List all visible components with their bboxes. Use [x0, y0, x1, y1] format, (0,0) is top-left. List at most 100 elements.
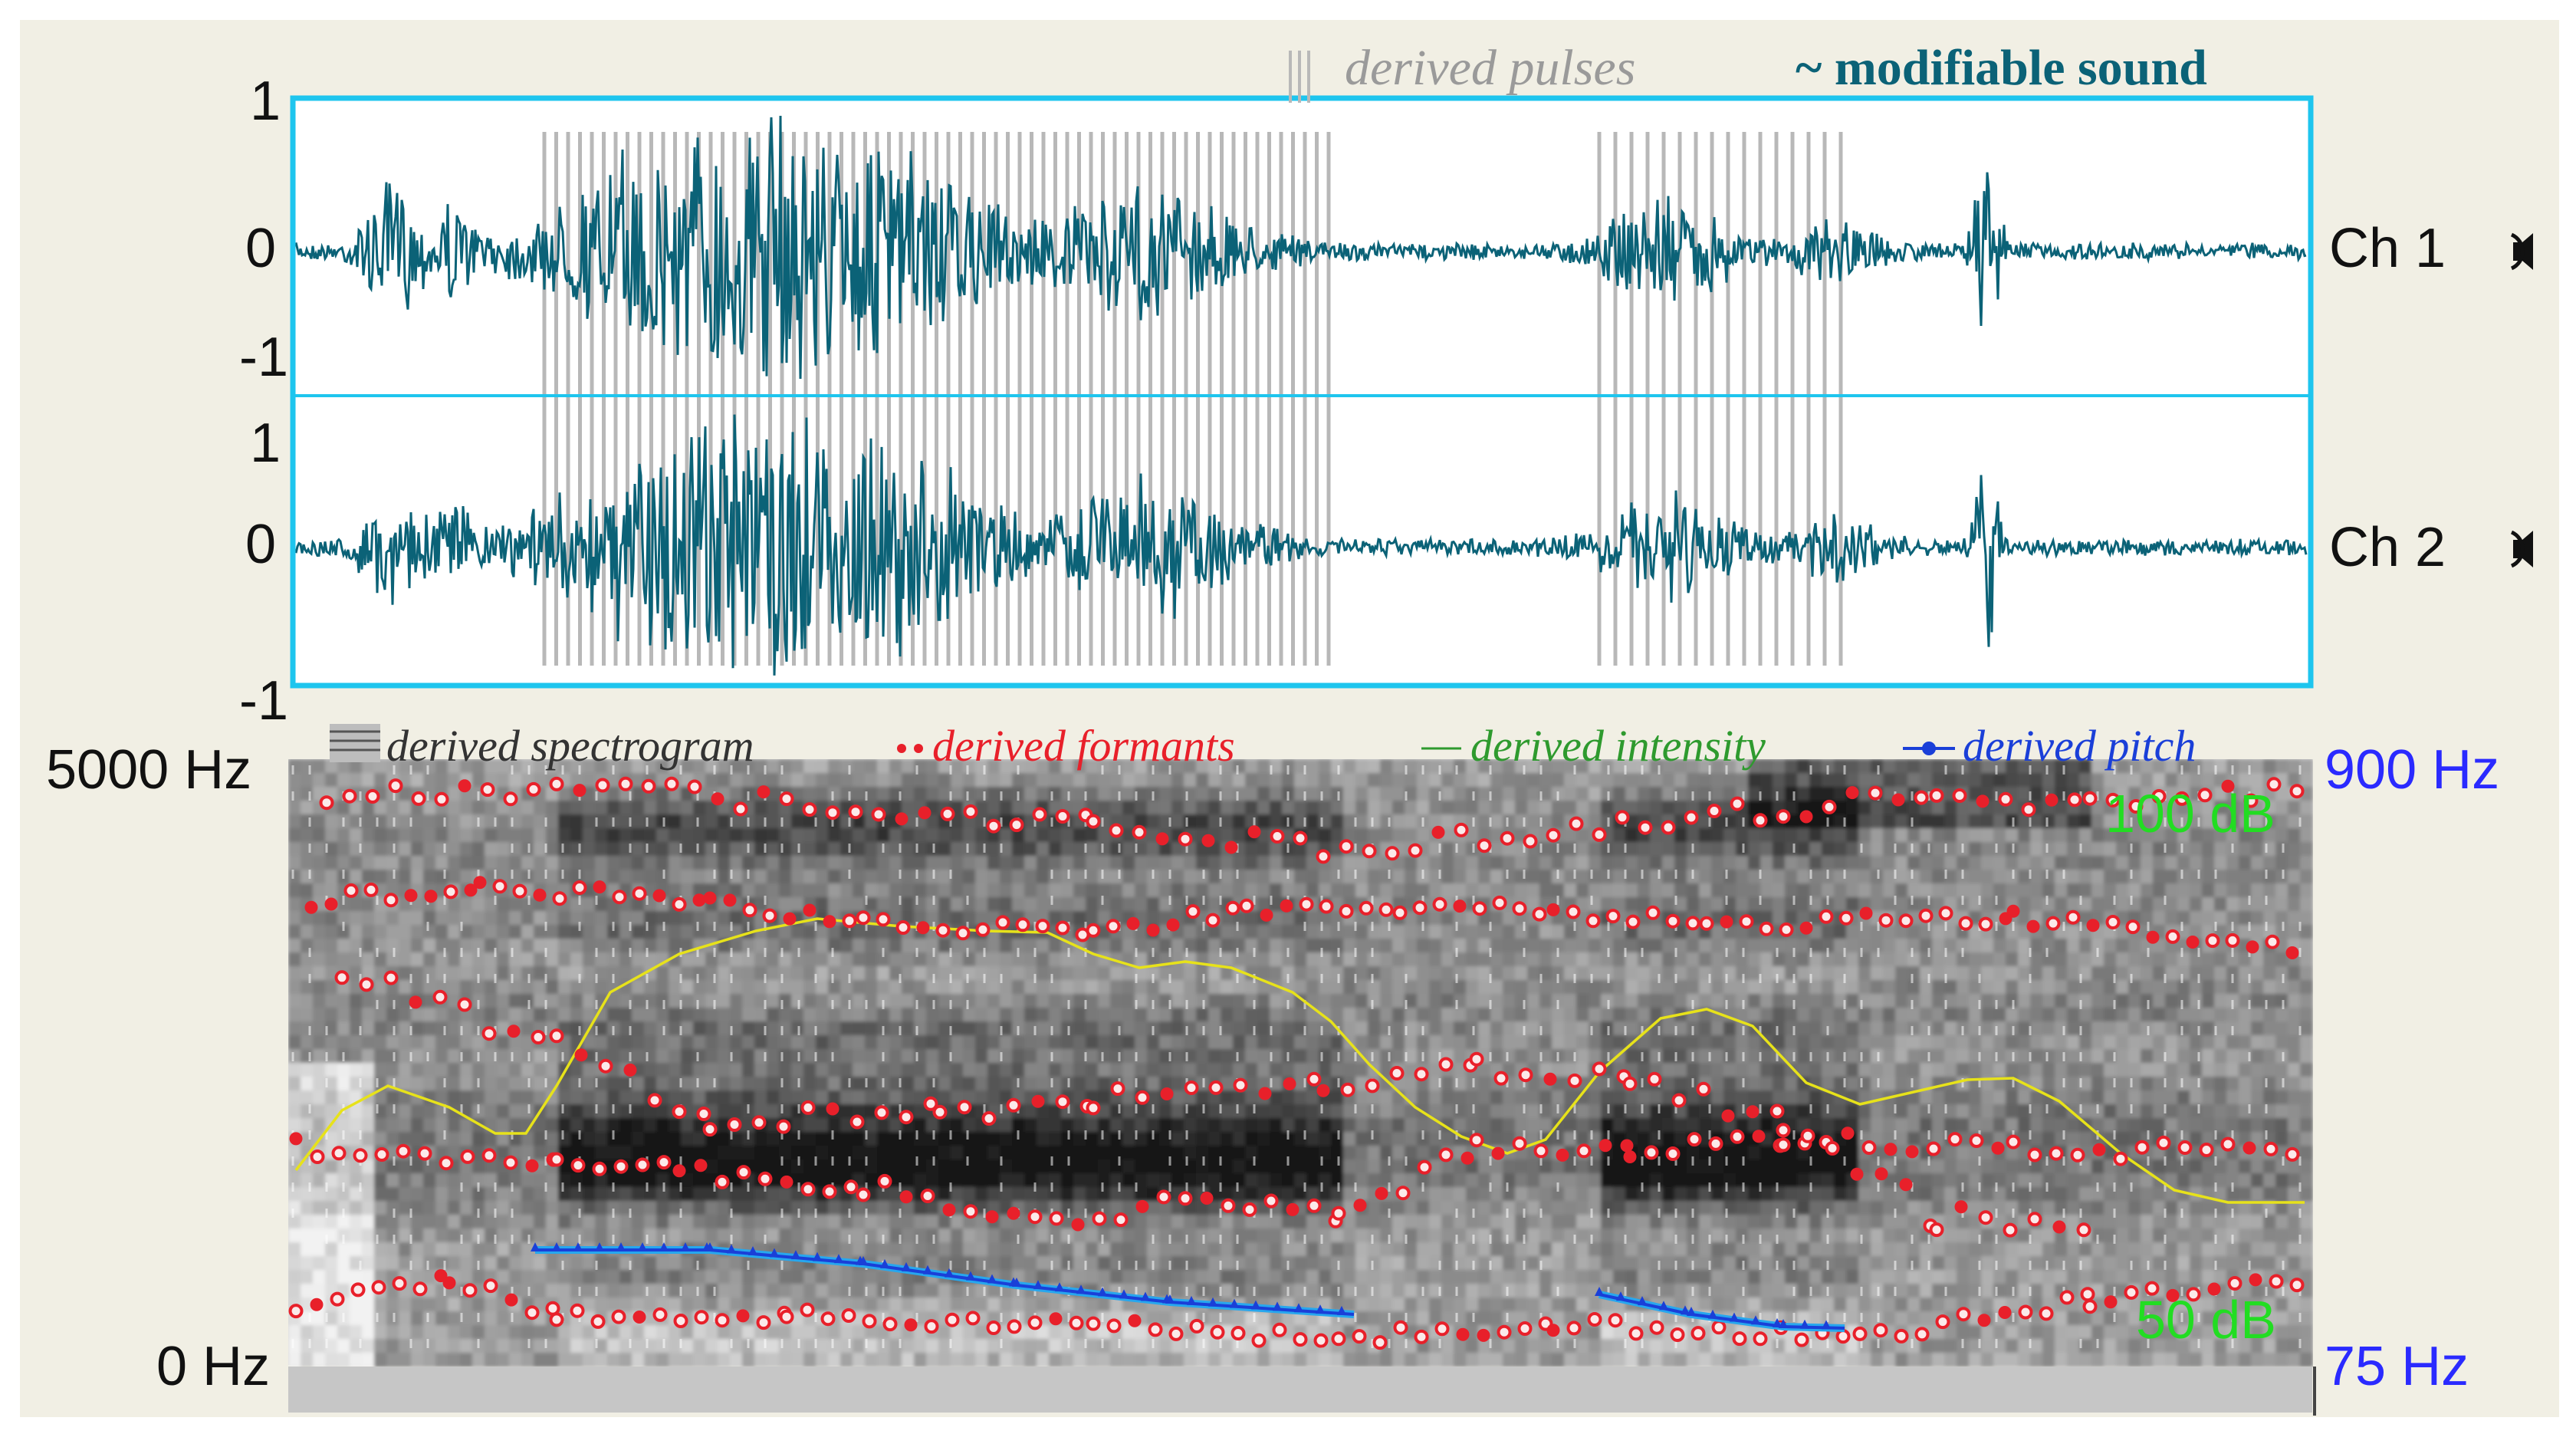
formant-point — [874, 1105, 889, 1120]
formant-point — [800, 1100, 816, 1115]
formant-point — [1280, 899, 1293, 913]
formant-point — [2082, 791, 2098, 806]
formant-point — [1776, 1137, 1791, 1153]
channel-2-speaker-icon[interactable] — [2510, 530, 2533, 568]
formant-point — [2199, 1143, 2214, 1157]
pitch-point — [573, 1242, 583, 1251]
formant-point — [1055, 920, 1070, 936]
formant-point — [592, 1161, 607, 1176]
pulses-legend-icon — [1289, 51, 1310, 103]
pitch-point — [1165, 1294, 1175, 1304]
formant-point — [392, 1276, 407, 1291]
formant-point — [882, 1317, 898, 1332]
formant-point — [319, 795, 334, 811]
formant-point — [1293, 830, 1308, 846]
pitch-point — [552, 1242, 561, 1251]
formant-point — [800, 1302, 815, 1317]
formant-point — [635, 1157, 650, 1173]
formant-point — [1086, 1100, 1101, 1116]
formant-point — [1861, 1140, 1877, 1155]
pitch-top-label: 900 Hz — [2325, 739, 2500, 801]
formant-point — [1185, 904, 1201, 919]
formant-point — [1178, 831, 1193, 847]
formant-point — [918, 806, 932, 820]
formant-point — [2059, 1290, 2075, 1305]
formant-point — [687, 779, 702, 794]
formant-point — [2205, 933, 2220, 949]
pitch-point — [727, 1244, 736, 1254]
formant-point — [1500, 830, 1515, 846]
formant-point — [1477, 838, 1492, 853]
formant-point — [1306, 1198, 1322, 1213]
formant-point — [1929, 788, 1944, 803]
formant-point — [780, 1175, 794, 1189]
formant-point — [995, 915, 1010, 930]
ch1-tick-mid: 0 — [245, 218, 277, 279]
formant-point — [334, 970, 350, 985]
formant-point — [1546, 827, 1561, 843]
spectrogram-panel[interactable] — [288, 759, 2313, 1367]
formant-point — [1225, 900, 1240, 916]
formant-point — [598, 1058, 613, 1074]
formant-point — [2021, 802, 2036, 817]
editor-canvas — [288, 51, 2533, 1416]
formant-point — [434, 791, 449, 807]
pitch-point — [1251, 1300, 1260, 1310]
formant-point — [1200, 1192, 1214, 1205]
pitch-point — [1638, 1296, 1647, 1306]
formant-point — [1894, 1328, 1909, 1344]
formant-point — [1414, 1067, 1429, 1082]
formant-point — [942, 1203, 956, 1217]
formant-point — [1875, 1167, 1888, 1181]
formant-point — [343, 883, 359, 898]
formant-point — [1954, 1200, 1968, 1214]
formant-point — [1148, 1322, 1163, 1337]
formant-point — [2052, 1220, 2066, 1234]
formant-point — [1585, 913, 1601, 929]
formant-point — [1567, 1073, 1582, 1088]
channel-1-speaker-icon[interactable] — [2510, 232, 2533, 271]
formant-point — [2285, 1146, 2300, 1162]
formant-point — [940, 806, 955, 821]
formant-point — [324, 897, 338, 911]
formant-point — [2105, 915, 2121, 929]
formant-point — [1299, 896, 1314, 912]
formant-point — [1378, 902, 1394, 917]
formant-point — [1998, 791, 2013, 807]
formant-point — [862, 1314, 877, 1329]
pitch-point — [834, 1254, 843, 1264]
pitch-point — [1119, 1289, 1129, 1299]
formant-point — [1721, 1109, 1735, 1123]
formant-point — [1178, 1191, 1193, 1206]
formant-point — [1049, 1312, 1063, 1326]
pitch-point — [902, 1261, 911, 1271]
formant-point — [1493, 1071, 1509, 1086]
pitch-point — [1187, 1295, 1196, 1305]
formant-point — [1069, 1315, 1084, 1330]
formant-point — [483, 1278, 498, 1294]
waveform-panel[interactable] — [290, 95, 2314, 689]
formant-point — [1491, 1146, 1505, 1160]
formant-point — [573, 784, 586, 798]
formant-point — [981, 1111, 997, 1126]
formant-point — [1819, 909, 1834, 924]
formant-point — [2285, 946, 2299, 959]
formant-point — [1258, 1087, 1272, 1100]
formant-point — [2249, 1273, 2262, 1287]
formants-legend-icon — [897, 744, 923, 753]
formant-point — [1546, 1324, 1560, 1337]
formant-point — [1753, 813, 1768, 828]
formant-point — [2080, 1287, 2095, 1302]
selection-bar[interactable] — [288, 1367, 2312, 1413]
formant-point — [1007, 1319, 1022, 1334]
formant-point — [736, 1165, 751, 1180]
formant-point — [1977, 1314, 1991, 1327]
formant-point — [856, 1187, 871, 1202]
formant-point — [783, 912, 797, 926]
formant-point — [1671, 1093, 1687, 1108]
formant-point — [1685, 916, 1700, 931]
formant-point — [1113, 1212, 1129, 1228]
channel-2-label: Ch 2 — [2329, 517, 2446, 578]
formant-point — [593, 880, 606, 894]
pitch-point — [945, 1268, 954, 1278]
